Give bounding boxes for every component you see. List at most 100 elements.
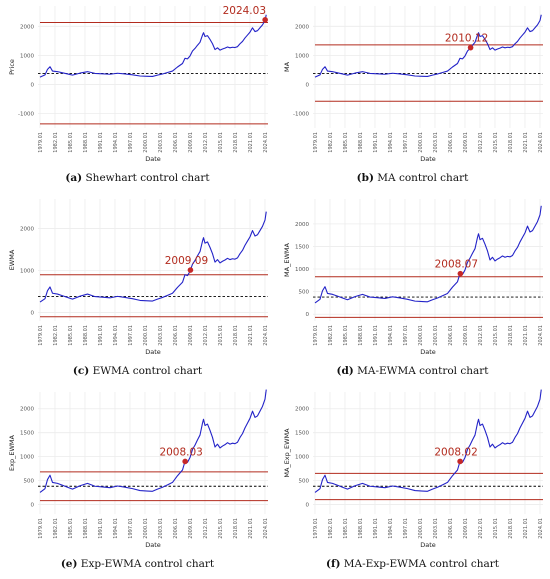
x-tick-label: 1982.01 (53, 518, 59, 539)
x-tick-label: 1988.01 (358, 132, 364, 153)
y-tick-label: 2000 (20, 407, 34, 413)
x-tick-label: 2000.01 (418, 132, 424, 153)
x-tick-label: 2003.01 (433, 325, 439, 346)
x-tick-label: 1991.01 (98, 518, 104, 539)
x-tick-label: 2018.01 (233, 518, 239, 539)
x-tick-label: 2006.01 (448, 325, 454, 346)
caption-d: (d) MA-EWMA control chart (336, 365, 489, 377)
panel-f: 1979.01 1982.01 1985.01 1988.01 1991.01 1994.… (275, 386, 550, 579)
y-tick-label: 500 (299, 479, 310, 485)
x-tick-label: 2000.01 (418, 518, 424, 539)
y-tick-label: 1500 (295, 431, 309, 437)
y-tick-label: 2000 (295, 24, 309, 30)
data-series-line (39, 389, 267, 493)
x-tick-label: 2009.01 (463, 518, 469, 539)
x-tick-label: 2006.01 (448, 518, 454, 539)
x-tick-label: 2012.01 (478, 518, 484, 539)
x-tick-label: 2021.01 (248, 325, 254, 346)
plot-group: 1979.01 1982.01 1985.01 1988.01 1991.01 1994.… (8, 5, 269, 163)
x-tick-label: 2018.01 (508, 325, 514, 346)
x-tick-label: 2000.01 (143, 325, 149, 346)
x-tick-label: 2021.01 (523, 325, 529, 346)
x-tick-label: 2009.01 (463, 325, 469, 346)
x-tick-label: 2018.01 (508, 132, 514, 153)
x-tick-label: 1997.01 (128, 132, 134, 153)
y-tick-label: 1000 (295, 455, 309, 461)
y-axis-label: Exp_EWMA (8, 434, 16, 470)
x-tick-label: 2012.01 (203, 325, 209, 346)
y-axis-label: Price (8, 59, 16, 75)
x-tick-label: 1988.01 (83, 325, 89, 346)
panel-a: 1979.01 1982.01 1985.01 1988.01 1991.01 1994.… (0, 0, 275, 193)
x-tick-label: 1979.01 (313, 518, 319, 539)
x-tick-label: 2009.01 (463, 132, 469, 153)
x-tick-label: 2009.01 (188, 132, 194, 153)
chart-f: 1979.01 1982.01 1985.01 1988.01 1991.01 1994.… (283, 389, 544, 549)
x-axis-label: Date (145, 541, 161, 549)
signal-label: 2009.09 (165, 255, 208, 267)
plot-group: 1979.01 1982.01 1985.01 1988.01 1991.01 1994.… (8, 199, 269, 356)
x-tick-label: 2012.01 (478, 132, 484, 153)
data-series-line (314, 389, 542, 493)
x-tick-label: 2006.01 (448, 132, 454, 153)
x-tick-label: 2015.01 (218, 518, 224, 539)
x-tick-label: 2012.01 (203, 132, 209, 153)
x-tick-label: 1979.01 (313, 325, 319, 346)
x-tick-label: 2006.01 (173, 325, 179, 346)
y-tick-label: 500 (299, 290, 310, 296)
x-axis-label: Date (145, 348, 161, 356)
panel-e: 1979.01 1982.01 1985.01 1988.01 1991.01 1994.… (0, 386, 275, 579)
x-tick-label: 2003.01 (158, 518, 164, 539)
x-tick-label: 2000.01 (143, 518, 149, 539)
x-tick-label: 1997.01 (403, 325, 409, 346)
x-tick-label: 2003.01 (433, 518, 439, 539)
x-tick-label: 2003.01 (158, 132, 164, 153)
y-tick-label: 0 (31, 311, 35, 317)
x-tick-label: 1994.01 (388, 132, 394, 153)
x-tick-label: 1997.01 (128, 518, 134, 539)
x-tick-label: 1994.01 (388, 518, 394, 539)
x-tick-label: 2021.01 (248, 518, 254, 539)
x-tick-label: 2009.01 (188, 325, 194, 346)
y-tick-label: 2000 (295, 222, 309, 228)
signal-point (457, 270, 464, 277)
x-tick-label: 1982.01 (328, 132, 334, 153)
x-tick-label: 1982.01 (53, 132, 59, 153)
x-tick-label: 1994.01 (388, 325, 394, 346)
x-tick-label: 2021.01 (523, 518, 529, 539)
data-series-line (314, 205, 542, 304)
y-tick-label: -1000 (18, 111, 34, 117)
x-tick-label: 1985.01 (343, 518, 349, 539)
x-tick-label: 1982.01 (53, 325, 59, 346)
signal-label: 2024.03 (223, 5, 266, 17)
y-tick-label: 0 (31, 82, 35, 88)
x-tick-label: 1997.01 (128, 325, 134, 346)
x-tick-label: 1991.01 (98, 132, 104, 153)
y-tick-label: 0 (306, 312, 310, 318)
x-tick-label: 1979.01 (313, 132, 319, 153)
caption-b: (b) MA control chart (356, 172, 469, 184)
x-tick-label: 2009.01 (188, 518, 194, 539)
x-tick-label: 1991.01 (98, 325, 104, 346)
x-tick-label: 1988.01 (83, 132, 89, 153)
signal-point (457, 458, 463, 465)
x-tick-label: 1997.01 (403, 132, 409, 153)
data-series-line (39, 211, 267, 303)
x-tick-label: 2024.01 (538, 518, 544, 539)
y-axis-label: EWMA (8, 249, 16, 270)
y-axis-label: MA_Exp_EWMA (283, 428, 291, 478)
x-tick-label: 1988.01 (83, 518, 89, 539)
x-tick-label: 2006.01 (173, 518, 179, 539)
chart-b: 1979.01 1982.01 1985.01 1988.01 1991.01 1994.… (283, 6, 544, 163)
x-tick-label: 2021.01 (248, 132, 254, 153)
y-tick-label: 1000 (20, 269, 34, 275)
chart-d: 1979.01 1982.01 1985.01 1988.01 1991.01 1994.… (283, 199, 544, 356)
x-tick-label: 2003.01 (158, 325, 164, 346)
x-tick-label: 2012.01 (478, 325, 484, 346)
x-tick-label: 1994.01 (113, 325, 119, 346)
x-tick-label: 1994.01 (113, 518, 119, 539)
x-tick-label: 1985.01 (343, 325, 349, 346)
x-tick-label: 2000.01 (418, 325, 424, 346)
signal-point (467, 44, 474, 51)
panel-b: 1979.01 1982.01 1985.01 1988.01 1991.01 1994.… (275, 0, 550, 193)
